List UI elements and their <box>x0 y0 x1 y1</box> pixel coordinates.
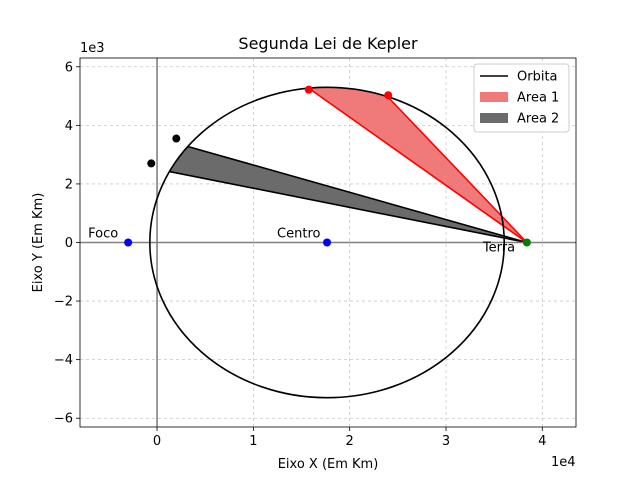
x-axis-label: Eixo X (Em Km) <box>278 457 379 472</box>
legend: Orbita Area 1 Area 2 <box>473 63 570 133</box>
area-edge <box>169 170 528 244</box>
orbit-ellipse <box>149 86 506 399</box>
x-tick-label: 1 <box>249 434 257 449</box>
x-tick-label: 2 <box>346 434 354 449</box>
y-tick-label: −4 <box>54 353 73 368</box>
chart-title: Segunda Lei de Kepler <box>238 34 418 53</box>
y-tick-label: 4 <box>65 119 73 134</box>
legend-fill-swatch <box>480 92 508 102</box>
legend-entry-label: Area 2 <box>517 112 559 127</box>
data-point <box>147 159 156 168</box>
area-fill <box>169 146 527 243</box>
x-tick-label: 3 <box>442 434 450 449</box>
y-axis-label: Eixo Y (Em Km) <box>31 193 46 293</box>
data-point <box>522 238 531 247</box>
data-point <box>323 238 332 247</box>
ticks: 0 1 2 3 4 −6 −4 −2 0 2 4 6 <box>54 60 547 449</box>
y-tick-label: −6 <box>54 412 73 427</box>
data-point <box>384 91 393 100</box>
annotation-label: Terra <box>482 241 515 256</box>
annotation-label: Foco <box>88 227 118 242</box>
points <box>124 85 531 247</box>
x-tick-label: 0 <box>153 434 161 449</box>
data-point <box>172 134 181 143</box>
area-edge <box>387 96 528 244</box>
y-axis-offset-label: 1e3 <box>80 41 105 56</box>
x-tick-label: 4 <box>538 434 546 449</box>
y-tick-label: 0 <box>65 236 73 251</box>
area-fills <box>169 87 528 244</box>
area-edge <box>187 145 528 244</box>
annotations: Foco Centro Terra <box>88 227 515 256</box>
legend-entry-label: Area 1 <box>517 91 559 106</box>
legend-fill-swatch <box>480 113 508 123</box>
orbit <box>149 86 506 399</box>
y-tick-label: 2 <box>65 177 73 192</box>
area-edge <box>308 87 528 244</box>
annotation-label: Centro <box>277 227 320 242</box>
y-tick-label: 6 <box>65 60 73 75</box>
data-point <box>304 85 313 94</box>
legend-entry-label: Orbita <box>517 70 558 85</box>
x-axis-offset-label: 1e4 <box>551 455 576 470</box>
y-tick-label: −2 <box>54 295 73 310</box>
data-point <box>124 238 133 247</box>
